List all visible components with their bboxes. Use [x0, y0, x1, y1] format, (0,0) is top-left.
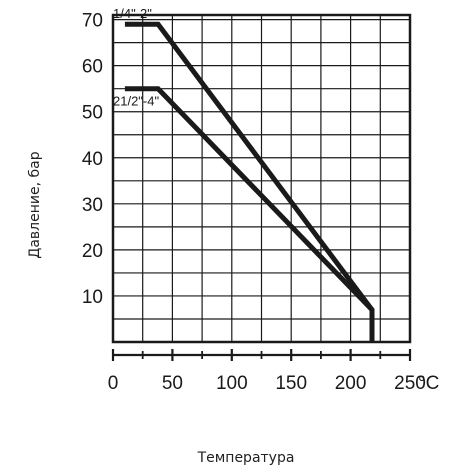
plot-border	[111, 13, 412, 344]
y-tick-label: 20	[82, 241, 103, 262]
x-axis: 0 50 100 150 200 250°C	[108, 349, 439, 394]
x-tick-label: 50	[162, 373, 183, 394]
y-tick-labels: 10 20 30 40 50 60 70	[82, 11, 103, 308]
x-axis-title: Температура	[197, 450, 295, 466]
x-tick-label: 150	[275, 373, 307, 394]
y-tick-label: 50	[82, 103, 103, 124]
y-tick-label: 60	[82, 57, 103, 78]
y-tick-label: 70	[82, 11, 103, 32]
y-axis-title: Давление, бар	[27, 151, 43, 258]
y-tick-label: 30	[82, 195, 103, 216]
x-tick-label: 100	[216, 373, 248, 394]
series-label-1: 1/4"-2"	[113, 6, 152, 21]
series-line-2	[124, 86, 375, 342]
y-tick-label: 10	[82, 287, 103, 308]
x-tick-label: 200	[335, 373, 367, 394]
plot-frame	[111, 13, 412, 344]
series-labels: 1/4"-2" 21/2"-4"	[113, 6, 159, 108]
x-tick-label: 0	[108, 373, 119, 394]
x-tick-label: 250	[394, 373, 426, 394]
grid	[113, 15, 410, 342]
series-label-2: 21/2"-4"	[113, 94, 159, 109]
y-tick-label: 40	[82, 149, 103, 170]
series-lines	[124, 21, 375, 342]
x-unit-label: °C	[418, 373, 439, 394]
